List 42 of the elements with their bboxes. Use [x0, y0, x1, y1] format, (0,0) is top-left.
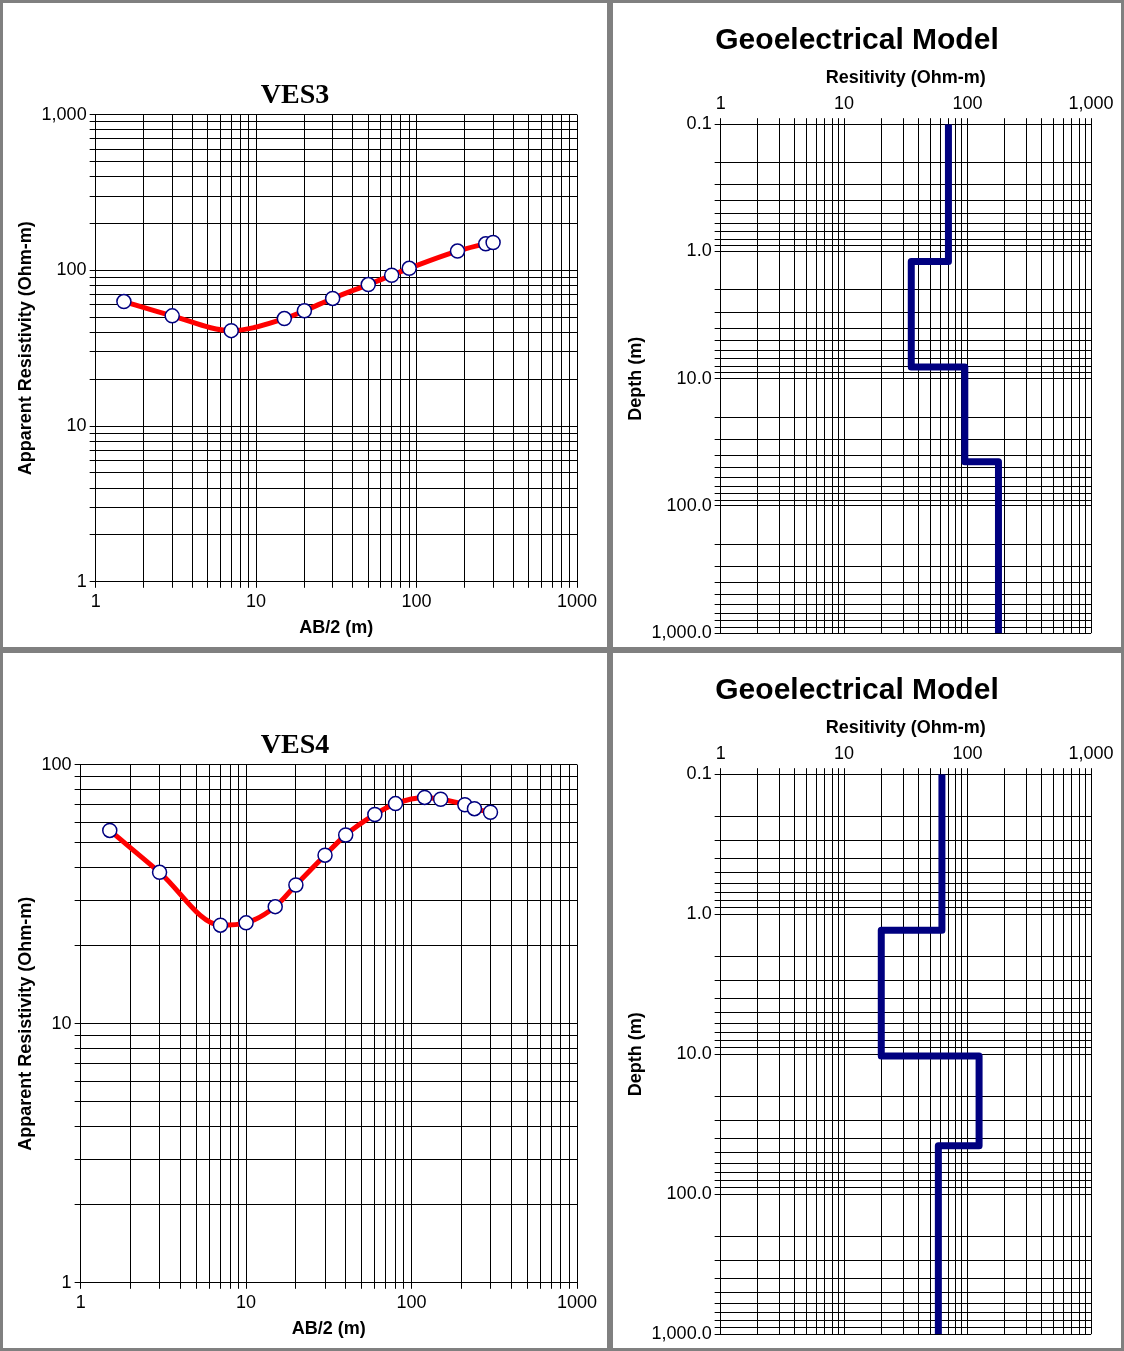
x-tick-label: 1: [715, 93, 726, 114]
y-axis-title: Apparent Resistivity (Ohm-m): [14, 896, 35, 1151]
y-tick-label: 1.0: [686, 240, 712, 261]
x-tick-label: 1000: [556, 590, 598, 611]
y-tick-label: 0.1: [686, 763, 712, 784]
x-tick-label: 10: [834, 93, 855, 114]
y-tick-label: 10.0: [676, 1043, 712, 1064]
x-tick-label: 100: [401, 590, 432, 611]
x-tick-label: 100: [396, 1291, 427, 1312]
x-axis-title: AB/2 (m): [291, 1318, 366, 1339]
chart-title: Geoelectrical Model: [715, 672, 999, 706]
x-tick-label: 1: [715, 743, 726, 764]
y-tick-label: 100.0: [666, 494, 712, 515]
x-tick-label: 1,000: [1068, 93, 1114, 114]
x-tick-label: 10: [236, 1291, 257, 1312]
x-axis-title: AB/2 (m): [299, 617, 374, 638]
x-tick-label: 1000: [556, 1291, 598, 1312]
x-tick-label: 10: [246, 590, 267, 611]
y-tick-label: 1: [76, 570, 87, 591]
y-axis-title: Apparent Resistivity (Ohm-m): [14, 221, 35, 476]
y-tick-label: 10.0: [676, 367, 712, 388]
y-tick-label: 100.0: [666, 1183, 712, 1204]
chart-title: VES4: [260, 728, 330, 760]
y-tick-label: 10: [51, 1012, 72, 1033]
y-tick-label: 100: [56, 259, 87, 280]
x-tick-label: 100: [952, 743, 983, 764]
chart-title: VES3: [260, 78, 330, 110]
y-tick-label: 0.1: [686, 113, 712, 134]
y-tick-label: 1: [61, 1271, 72, 1292]
y-axis-title: Depth (m): [624, 1012, 645, 1097]
y-tick-label: 1.0: [686, 903, 712, 924]
y-tick-label: 1,000.0: [651, 622, 712, 643]
x-axis-title: Resitivity (Ohm-m): [825, 716, 986, 737]
x-tick-label: 100: [952, 93, 983, 114]
x-tick-label: 10: [834, 743, 855, 764]
y-tick-label: 1,000.0: [651, 1323, 712, 1344]
x-axis-title: Resitivity (Ohm-m): [825, 66, 986, 87]
x-tick-label: 1: [90, 590, 101, 611]
chart-title: Geoelectrical Model: [715, 22, 999, 56]
y-tick-label: 10: [66, 415, 87, 436]
y-axis-title: Depth (m): [624, 336, 645, 421]
x-tick-label: 1,000: [1068, 743, 1114, 764]
